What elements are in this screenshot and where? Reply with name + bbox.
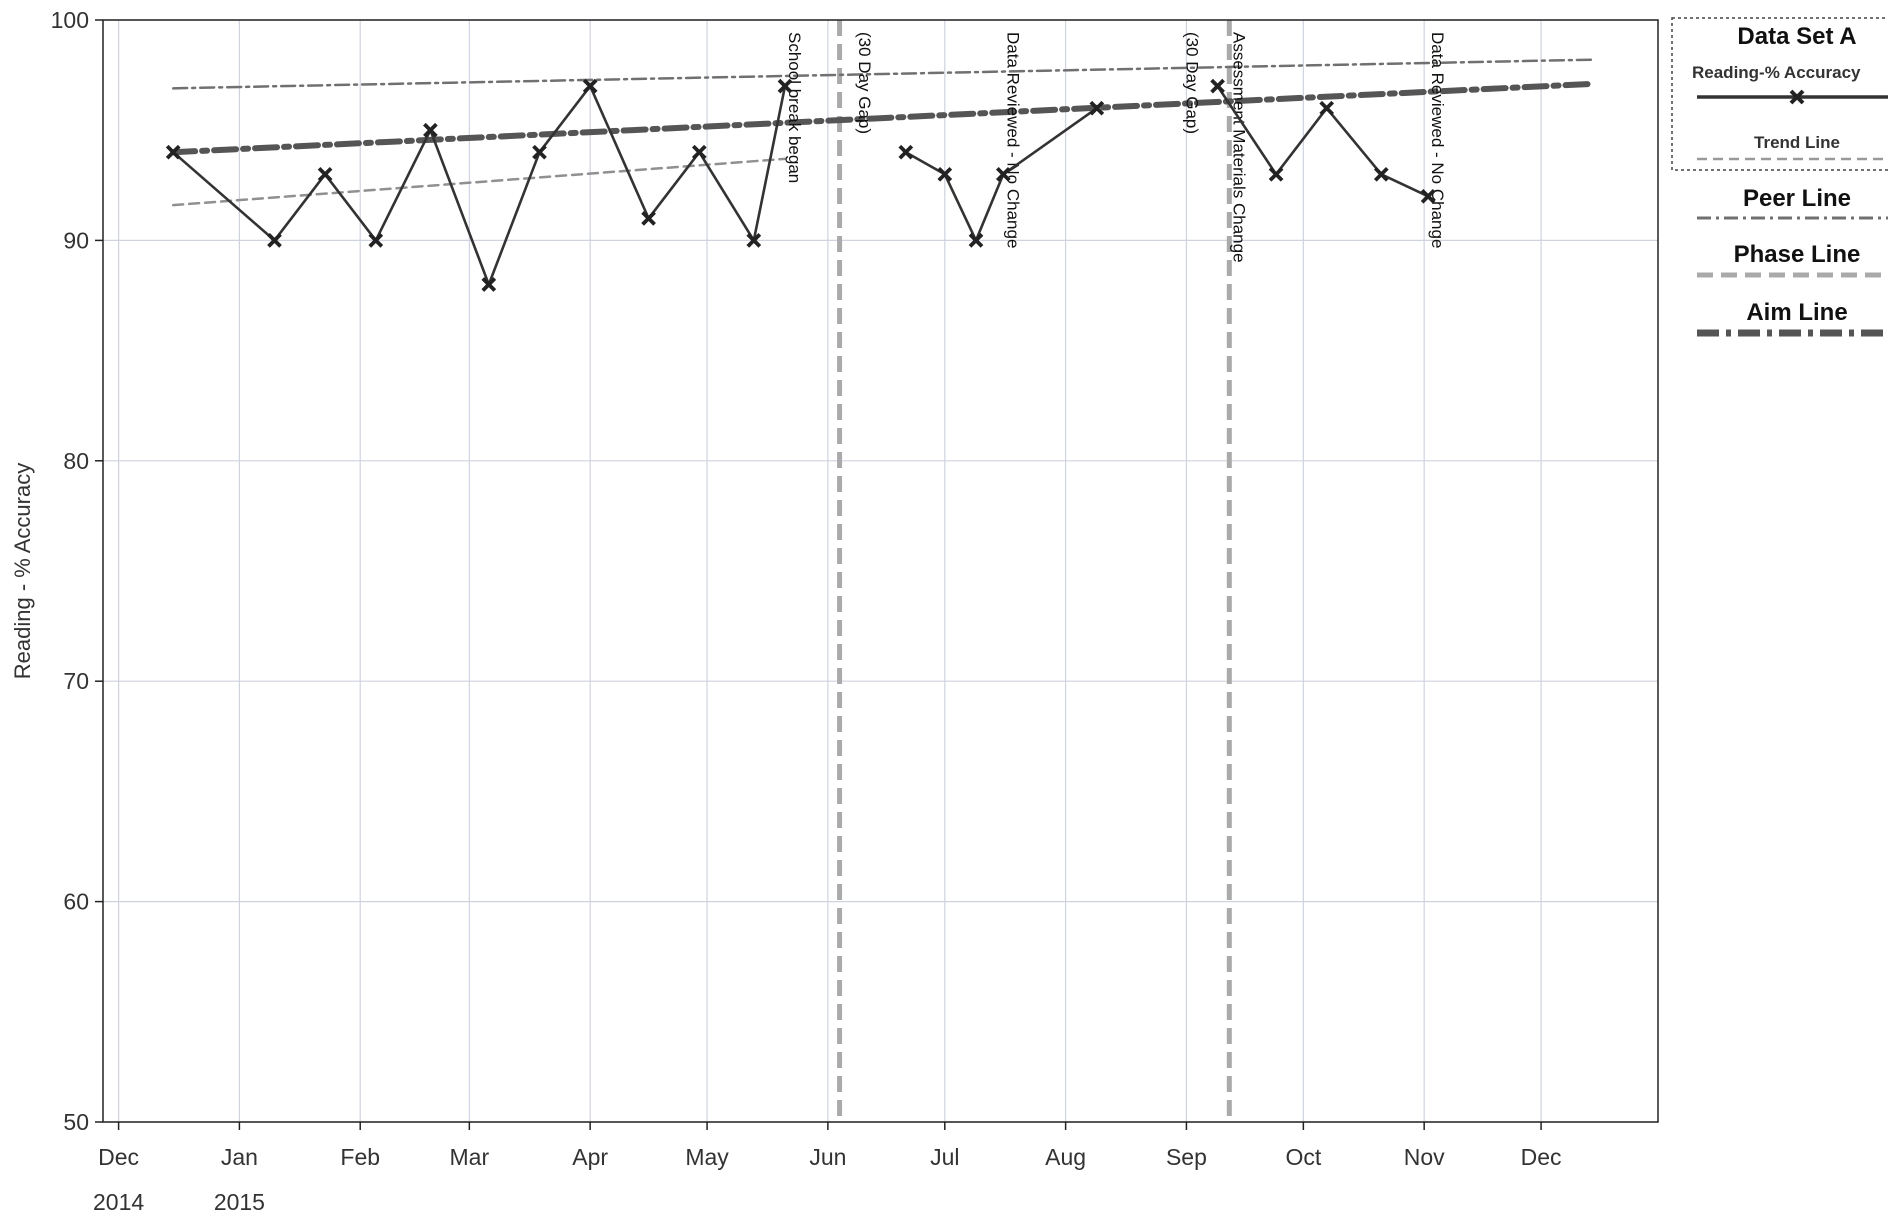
- marker-stroke: [898, 144, 914, 160]
- x-tick-label: May: [685, 1144, 729, 1170]
- y-axis-label: Reading - % Accuracy: [10, 463, 35, 679]
- marker-stroke: [968, 233, 984, 248]
- legend-label-peer: Peer Line: [1743, 185, 1851, 212]
- data-point-marker: [1210, 78, 1225, 94]
- marker-stroke: [1268, 166, 1284, 182]
- x-tick-label: Dec: [1521, 1144, 1562, 1170]
- x-tick-label: Mar: [450, 1144, 490, 1170]
- y-tick-label: 100: [51, 7, 89, 33]
- grid: [103, 19, 1658, 1123]
- x-tick-label: Dec: [98, 1144, 139, 1170]
- annotation: School break began: [785, 32, 804, 183]
- y-tick-label: 50: [63, 1109, 89, 1135]
- data-point-marker: [995, 166, 1011, 182]
- x-tick-label: Jul: [930, 1144, 959, 1170]
- x-tick-label: Feb: [340, 1144, 380, 1170]
- data-point-marker: [165, 144, 181, 160]
- x-tick-label: Jan: [221, 1144, 258, 1170]
- data-point-marker: [481, 277, 497, 292]
- peer-line: [171, 58, 1593, 90]
- data-point-marker: [641, 211, 656, 226]
- data-point-marker: [582, 78, 598, 94]
- aim-line: [170, 80, 1595, 156]
- axes: 50 60 70 80 90 100 Dec Jan Feb Mar Apr May Jun Jul Aug…: [51, 7, 1562, 1215]
- data-point-marker: [368, 233, 384, 248]
- data-point-marker: [968, 233, 984, 248]
- marker-stroke: [691, 144, 707, 160]
- data-point-marker: [532, 144, 547, 160]
- y-tick-label: 60: [63, 889, 89, 915]
- legend-swatch-reading-marker: [1789, 89, 1805, 105]
- data-point-marker: [937, 166, 953, 182]
- data-point-marker: [1420, 188, 1436, 204]
- marker-stroke: [267, 233, 282, 248]
- x-tick-label: Sep: [1166, 1144, 1207, 1170]
- marker-stroke: [368, 233, 384, 248]
- marker-stroke: [777, 78, 793, 94]
- legend-label-aim: Aim Line: [1746, 299, 1847, 326]
- reference-lines: [170, 58, 1595, 207]
- marker-stroke: [165, 144, 181, 160]
- legend: Data Set A Reading-% Accuracy Trend Line…: [1671, 17, 1888, 337]
- data-point-marker: [777, 78, 793, 94]
- marker-stroke: [481, 277, 497, 292]
- marker-stroke: [532, 144, 547, 160]
- trend-line: [171, 157, 787, 207]
- annotation: (30 Day Gap): [855, 32, 874, 134]
- data-series: [165, 78, 1436, 292]
- marker-stroke: [1089, 100, 1105, 116]
- data-point-marker: [1089, 100, 1105, 116]
- marker-stroke: [1420, 188, 1436, 204]
- data-point-marker: [691, 144, 707, 160]
- x-tick-label: Nov: [1404, 1144, 1445, 1170]
- data-point-marker: [898, 144, 914, 160]
- data-point-marker: [317, 166, 333, 182]
- legend-label-reading: Reading-% Accuracy: [1692, 63, 1861, 82]
- marker-stroke: [995, 166, 1011, 182]
- y-tick-label: 80: [63, 448, 89, 474]
- annotations: School break began (30 Day Gap) Data Revie…: [785, 32, 1447, 263]
- data-point-marker: [1319, 100, 1335, 116]
- x-tick-label: Aug: [1045, 1144, 1086, 1170]
- marker-stroke: [746, 233, 762, 248]
- legend-label-trend: Trend Line: [1754, 133, 1840, 152]
- annotation: (30 Day Gap): [1183, 32, 1202, 134]
- x-tick-label: Jun: [809, 1144, 846, 1170]
- marker-stroke: [423, 122, 438, 138]
- y-tick-label: 90: [63, 227, 89, 253]
- annotation: Assessment Materials Change: [1229, 32, 1248, 263]
- legend-label-phase: Phase Line: [1734, 241, 1861, 268]
- marker-stroke: [582, 78, 598, 94]
- legend-group-box: [1671, 17, 1888, 171]
- x-year-label: 2014: [93, 1189, 144, 1215]
- data-point-marker: [1268, 166, 1284, 182]
- marker-stroke: [1373, 166, 1389, 182]
- data-point-marker: [267, 233, 282, 248]
- data-point-marker: [423, 122, 438, 138]
- y-tick-label: 70: [63, 668, 89, 694]
- marker-stroke: [937, 166, 953, 182]
- reading-accuracy-line: [172, 84, 787, 286]
- legend-group-title: Data Set A: [1737, 23, 1856, 50]
- annotation: Data Reviewed - No Change: [1003, 32, 1022, 248]
- data-point-marker: [746, 233, 762, 248]
- x-tick-label: Oct: [1285, 1144, 1321, 1170]
- phase-lines: [837, 20, 1232, 1122]
- data-point-marker: [1373, 166, 1389, 182]
- plot-frame: [102, 19, 1659, 1123]
- marker-stroke: [317, 166, 333, 182]
- x-tick-label: Apr: [572, 1144, 608, 1170]
- marker-stroke: [641, 211, 656, 226]
- marker-stroke: [1319, 100, 1335, 116]
- annotation: Data Reviewed - No Change: [1428, 32, 1447, 248]
- x-year-label: 2015: [214, 1189, 265, 1215]
- marker-stroke: [1210, 78, 1225, 94]
